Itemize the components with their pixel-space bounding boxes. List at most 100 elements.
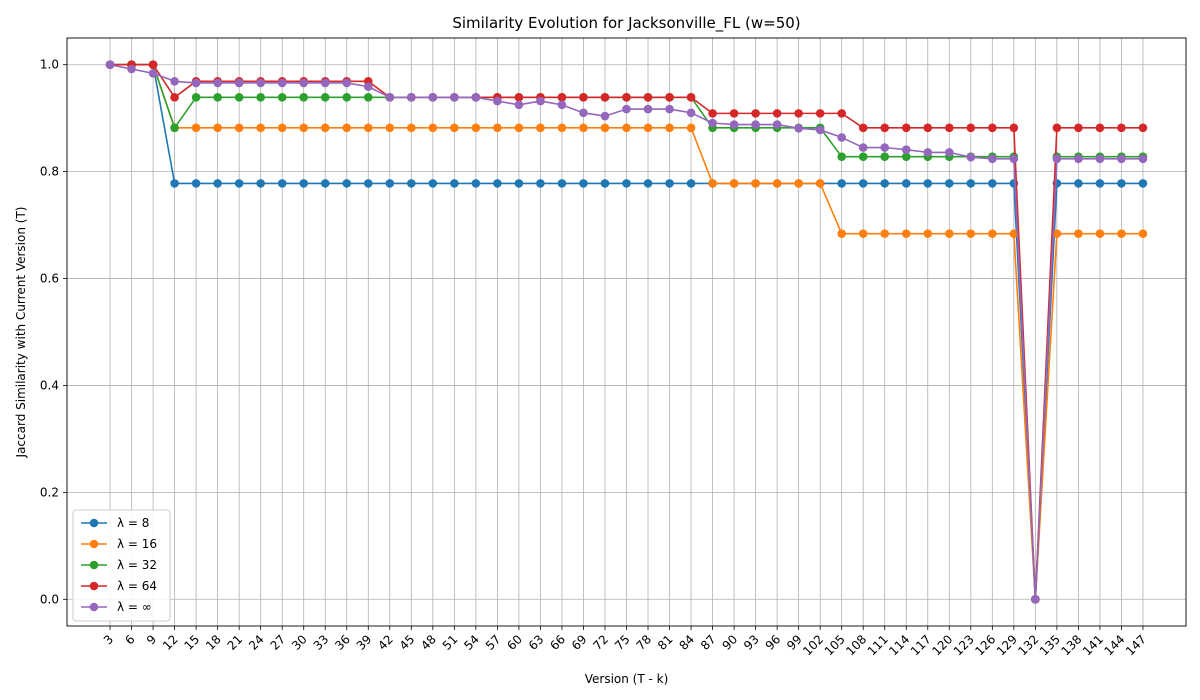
data-point — [1009, 154, 1019, 164]
y-axis-label: Jaccard Similarity with Current Version … — [14, 207, 28, 459]
x-tick-label: 24 — [246, 632, 267, 653]
data-point — [643, 123, 653, 133]
x-tick-label: 39 — [354, 632, 375, 653]
legend-swatch-marker — [89, 539, 99, 549]
data-point — [923, 123, 933, 133]
data-point — [450, 123, 459, 133]
data-point — [815, 179, 825, 188]
data-point — [1052, 229, 1062, 238]
data-point — [1117, 123, 1126, 133]
x-tick-label: 15 — [182, 632, 203, 653]
data-point — [579, 123, 588, 133]
data-point — [988, 179, 997, 188]
data-point — [600, 93, 610, 102]
data-point — [1138, 123, 1148, 133]
data-point — [815, 109, 825, 118]
data-point — [600, 111, 610, 121]
x-tick-label: 45 — [397, 632, 418, 653]
x-tick-label: 108 — [843, 632, 869, 658]
x-tick-label: 87 — [698, 632, 719, 653]
x-tick-label: 123 — [951, 632, 977, 658]
x-tick-label: 9 — [144, 632, 159, 647]
data-point — [148, 68, 158, 78]
data-point — [277, 78, 287, 88]
data-point — [536, 96, 545, 106]
x-tick-label: 33 — [311, 632, 332, 653]
data-point — [536, 179, 545, 188]
data-point — [234, 123, 244, 133]
data-point — [1095, 179, 1105, 188]
data-point — [600, 179, 610, 188]
data-point — [471, 179, 481, 188]
x-tick-label: 6 — [122, 632, 137, 647]
x-tick-label: 84 — [676, 632, 697, 653]
x-tick-label: 138 — [1058, 632, 1084, 658]
data-point — [342, 93, 352, 102]
data-point — [1138, 179, 1148, 188]
data-point — [557, 123, 567, 133]
legend-swatch-marker — [89, 518, 99, 528]
data-point — [428, 93, 438, 102]
x-tick-label: 114 — [886, 632, 912, 658]
data-point — [213, 179, 222, 188]
data-point — [342, 78, 352, 88]
legend-entry: λ = 8 — [81, 516, 149, 530]
data-point — [686, 179, 696, 188]
data-point — [234, 78, 244, 88]
data-point — [407, 123, 416, 133]
data-point — [966, 179, 976, 188]
data-point — [966, 152, 976, 162]
data-point — [858, 179, 868, 188]
data-point — [665, 179, 674, 188]
data-point — [600, 123, 610, 133]
data-point — [643, 104, 653, 114]
data-point — [1095, 123, 1105, 133]
legend-swatch-marker — [89, 581, 99, 591]
y-tick-label: 0.0 — [40, 592, 59, 606]
data-point — [772, 109, 782, 118]
data-point — [665, 123, 674, 133]
x-tick-label: 129 — [994, 632, 1020, 658]
data-point — [363, 82, 373, 91]
data-point — [729, 109, 739, 118]
data-point — [794, 109, 803, 118]
data-point — [277, 179, 287, 188]
data-point — [880, 229, 890, 238]
x-tick-label: 111 — [865, 632, 891, 658]
data-point — [815, 125, 825, 135]
data-point — [901, 152, 911, 161]
legend-label: λ = 16 — [117, 537, 157, 551]
data-point — [622, 93, 631, 102]
x-tick-label: 117 — [908, 632, 934, 658]
data-point — [363, 123, 373, 133]
data-point — [256, 179, 265, 188]
y-tick-label: 0.2 — [40, 485, 59, 499]
x-tick-label: 75 — [612, 632, 633, 653]
data-point — [1117, 154, 1126, 164]
data-point — [944, 229, 954, 238]
x-tick-label: 51 — [440, 632, 461, 653]
data-point — [751, 120, 760, 129]
data-point — [794, 124, 803, 133]
data-point — [493, 96, 502, 106]
data-point — [105, 60, 115, 70]
x-tick-label: 102 — [800, 632, 826, 658]
data-point — [320, 78, 330, 88]
data-point — [170, 93, 179, 102]
legend-swatch-marker — [89, 602, 99, 612]
data-point — [988, 123, 997, 133]
data-point — [557, 179, 567, 188]
x-tick-label: 42 — [375, 632, 396, 653]
data-point — [665, 104, 674, 114]
x-tick-label: 81 — [655, 632, 676, 653]
data-point — [944, 123, 954, 133]
data-point — [213, 93, 222, 102]
grid — [67, 38, 1186, 626]
data-point — [191, 179, 201, 188]
data-point — [277, 123, 287, 133]
x-tick-label: 66 — [547, 632, 568, 653]
legend-entry: λ = 64 — [81, 579, 157, 593]
data-point — [1117, 229, 1126, 238]
data-point — [234, 179, 244, 188]
